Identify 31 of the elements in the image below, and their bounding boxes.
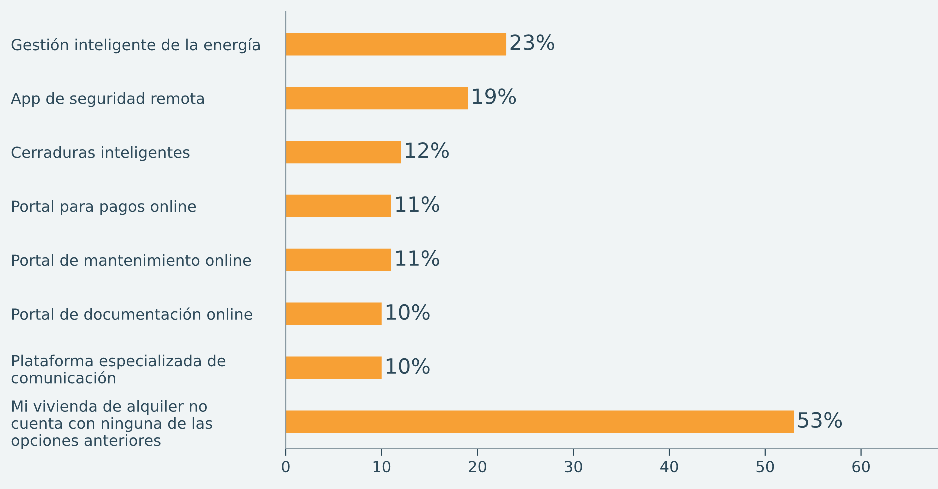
x-tick-label: 10 (374, 461, 391, 473)
x-tick-label: 40 (660, 461, 678, 473)
bar (286, 248, 392, 272)
data-label: 12% (406, 142, 449, 158)
bar (286, 356, 382, 380)
y-tick-label: Gestión inteligente de la energía (12, 38, 260, 54)
bar (286, 86, 468, 110)
bar (286, 194, 392, 218)
y-tick-label: Portal de mantenimiento online (12, 254, 252, 266)
x-tick-label: 50 (756, 461, 774, 473)
y-tick-label: Portal para pagos online (12, 200, 196, 216)
bar (286, 140, 402, 164)
data-label: 53% (798, 412, 842, 428)
x-tick-label: 0 (282, 461, 290, 473)
data-label: 19% (473, 88, 516, 104)
y-tick-label: Cerraduras inteligentes (12, 146, 190, 162)
bar (286, 410, 794, 434)
data-label: 11% (396, 250, 440, 266)
x-tick-label: 30 (565, 461, 582, 473)
data-label: 11% (396, 196, 440, 212)
y-tick-label: Plataforma especializada de comunicación (12, 354, 226, 384)
data-label: 23% (510, 34, 554, 50)
data-label: 10% (386, 358, 430, 374)
y-tick-label: Mi vivienda de alquiler no cuenta con ninguna de las opciones anteriores (12, 400, 212, 450)
x-tick-label: 20 (469, 461, 486, 473)
y-tick-label: App de seguridad remota (11, 92, 204, 108)
x-tick-label: 60 (852, 461, 870, 473)
bar (286, 33, 507, 56)
bar (286, 302, 382, 326)
data-label: 10% (386, 304, 430, 320)
y-tick-label: Portal de documentación online (12, 308, 252, 320)
